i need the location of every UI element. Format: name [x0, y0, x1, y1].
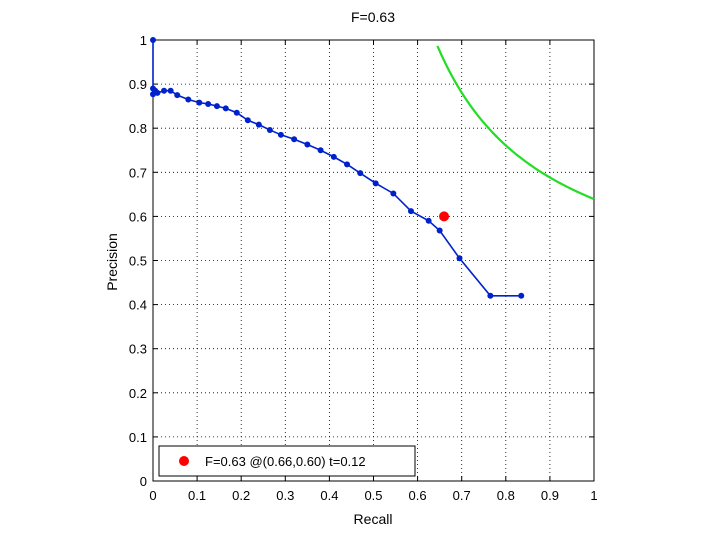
pr-curve-point [150, 37, 156, 43]
x-tick-label: 0.3 [276, 488, 294, 503]
legend-box [158, 445, 416, 477]
pr-curve-point [487, 292, 494, 299]
x-tick-label: 1 [590, 488, 597, 503]
tick-layer: 0 0.1 0.2 0.3 0.4 0.5 0.6 0.7 0.8 0.9 1 0 0.1 0.2 0.3 0… [129, 33, 598, 503]
pr-curve-point [291, 136, 298, 143]
y-tick-label: 0.8 [129, 121, 147, 136]
pr-curve-point [344, 161, 351, 168]
x-tick-label: 0.2 [232, 488, 250, 503]
y-tick-label: 0 [140, 474, 147, 489]
pr-curve-point [222, 105, 229, 112]
best-f-point [439, 211, 450, 222]
y-tick-label: 1 [140, 33, 147, 48]
legend-label: F=0.63 @(0.66,0.60) t=0.12 [205, 454, 366, 469]
legend-marker-best-f [179, 456, 189, 466]
pr-curve-point [407, 208, 414, 215]
pr-curve-point [174, 92, 181, 99]
x-tick-label: 0.8 [497, 488, 515, 503]
pr-curve-point [205, 100, 212, 107]
y-tick-label: 0.3 [129, 342, 147, 357]
y-tick-label: 0.2 [129, 386, 147, 401]
y-axis-label: Precision [104, 233, 120, 291]
iso-f-curve [436, 45, 595, 201]
x-tick-label: 0.9 [541, 488, 559, 503]
pr-curve-point [154, 89, 161, 96]
chart-title: F=0.63 [351, 9, 395, 25]
x-tick-label: 0.1 [188, 488, 206, 503]
pr-curve-point [317, 147, 324, 154]
y-tick-label: 0.9 [129, 77, 147, 92]
x-tick-label: 0.5 [364, 488, 382, 503]
pr-curve-point [456, 255, 463, 262]
pr-curve-point [244, 117, 251, 124]
pr-curve-point [518, 292, 525, 299]
pr-curve-point [357, 170, 364, 177]
y-tick-label: 0.1 [129, 430, 147, 445]
pr-curve-point [266, 126, 273, 133]
pr-curve-point [425, 217, 432, 224]
y-tick-label: 0.7 [129, 165, 147, 180]
pr-curve-point [372, 180, 379, 187]
x-tick-label: 0 [149, 488, 156, 503]
pr-curve-point [185, 96, 192, 103]
y-tick-label: 0.6 [129, 209, 147, 224]
pr-curve-point [304, 141, 311, 148]
legend: F=0.63 @(0.66,0.60) t=0.12 [158, 445, 416, 477]
pr-curve-line [152, 40, 522, 297]
pr-curve-point [196, 99, 203, 106]
series-layer [150, 37, 595, 299]
x-tick-label: 0.7 [453, 488, 471, 503]
pr-curve-point [255, 121, 262, 128]
y-tick-label: 0.4 [129, 298, 147, 313]
x-tick-label: 0.4 [320, 488, 338, 503]
pr-curve-point [161, 87, 168, 94]
pr-curve-point [277, 131, 284, 138]
x-axis-label: Recall [354, 511, 393, 527]
pr-curve-point [330, 153, 337, 160]
y-tick-label: 0.5 [129, 254, 147, 269]
x-tick-label: 0.6 [409, 488, 427, 503]
pr-curve-point [390, 190, 397, 197]
pr-curve-point [233, 109, 240, 116]
pr-curve-point [167, 87, 174, 94]
pr-curve-point [213, 103, 220, 110]
pr-curve-point [436, 227, 443, 234]
